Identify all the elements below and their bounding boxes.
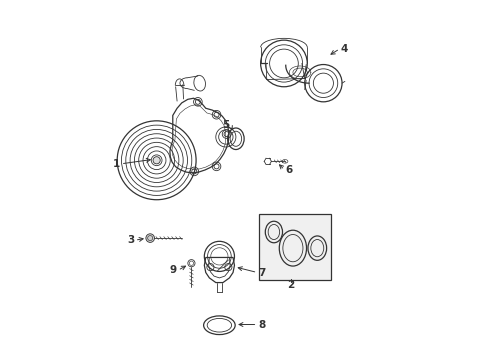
Text: 4: 4 <box>340 44 347 54</box>
Text: 9: 9 <box>170 265 177 275</box>
Text: 8: 8 <box>258 320 265 329</box>
Text: 7: 7 <box>258 267 265 278</box>
Text: 3: 3 <box>126 235 134 245</box>
Text: 2: 2 <box>287 280 294 290</box>
Bar <box>258 214 330 280</box>
Circle shape <box>145 234 154 242</box>
Text: 6: 6 <box>285 165 292 175</box>
Text: 5: 5 <box>222 121 229 130</box>
Text: 1: 1 <box>113 159 120 169</box>
Circle shape <box>153 157 160 164</box>
